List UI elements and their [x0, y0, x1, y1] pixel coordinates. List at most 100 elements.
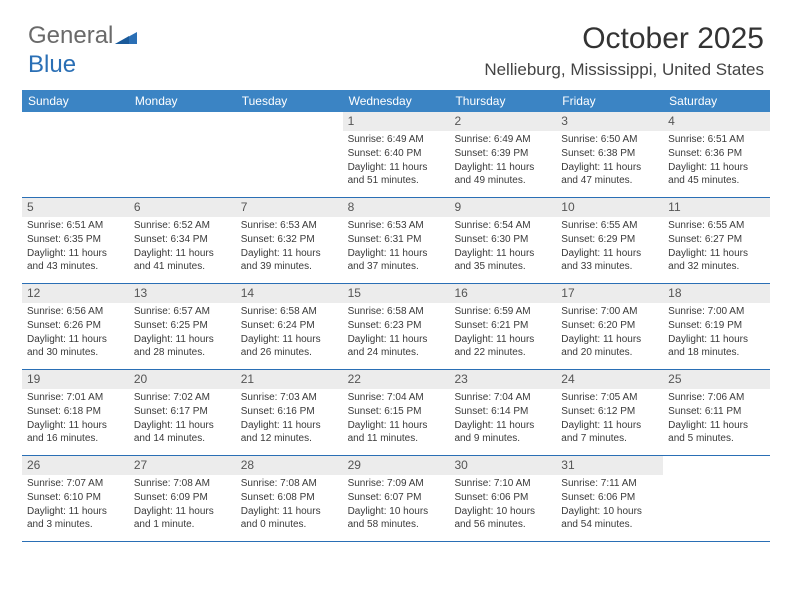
sunrise-text: Sunrise: 6:56 AM — [27, 306, 124, 319]
dayname-header: Thursday — [449, 90, 556, 112]
day-number: 13 — [129, 284, 236, 303]
brand-part2: Blue — [28, 51, 76, 78]
day-number: 6 — [129, 198, 236, 217]
calendar-day-cell: 29Sunrise: 7:09 AMSunset: 6:07 PMDayligh… — [343, 456, 450, 541]
sunset-text: Sunset: 6:29 PM — [561, 234, 658, 247]
daylight-text: Daylight: 11 hours and 49 minutes. — [454, 162, 551, 188]
calendar-day-cell — [22, 112, 129, 197]
daylight-text: Daylight: 11 hours and 47 minutes. — [561, 162, 658, 188]
sunset-text: Sunset: 6:16 PM — [241, 406, 338, 419]
calendar-week-row: 1Sunrise: 6:49 AMSunset: 6:40 PMDaylight… — [22, 112, 770, 198]
calendar-day-cell — [129, 112, 236, 197]
calendar-day-cell: 8Sunrise: 6:53 AMSunset: 6:31 PMDaylight… — [343, 198, 450, 283]
calendar-day-cell: 1Sunrise: 6:49 AMSunset: 6:40 PMDaylight… — [343, 112, 450, 197]
day-number: 23 — [449, 370, 556, 389]
calendar-day-cell — [663, 456, 770, 541]
daylight-text: Daylight: 11 hours and 7 minutes. — [561, 420, 658, 446]
sunrise-text: Sunrise: 6:55 AM — [668, 220, 765, 233]
calendar-day-cell: 15Sunrise: 6:58 AMSunset: 6:23 PMDayligh… — [343, 284, 450, 369]
day-number: 25 — [663, 370, 770, 389]
day-number: 24 — [556, 370, 663, 389]
sunrise-text: Sunrise: 7:09 AM — [348, 478, 445, 491]
calendar-header-row: SundayMondayTuesdayWednesdayThursdayFrid… — [22, 90, 770, 112]
calendar-day-cell: 18Sunrise: 7:00 AMSunset: 6:19 PMDayligh… — [663, 284, 770, 369]
sunrise-text: Sunrise: 7:08 AM — [241, 478, 338, 491]
day-number: 18 — [663, 284, 770, 303]
daylight-text: Daylight: 11 hours and 45 minutes. — [668, 162, 765, 188]
sunset-text: Sunset: 6:17 PM — [134, 406, 231, 419]
daylight-text: Daylight: 11 hours and 0 minutes. — [241, 506, 338, 532]
daylight-text: Daylight: 11 hours and 33 minutes. — [561, 248, 658, 274]
calendar-week-row: 26Sunrise: 7:07 AMSunset: 6:10 PMDayligh… — [22, 456, 770, 542]
sunrise-text: Sunrise: 7:00 AM — [561, 306, 658, 319]
sunset-text: Sunset: 6:12 PM — [561, 406, 658, 419]
sunrise-text: Sunrise: 6:51 AM — [27, 220, 124, 233]
sunrise-text: Sunrise: 6:58 AM — [241, 306, 338, 319]
calendar-day-cell: 3Sunrise: 6:50 AMSunset: 6:38 PMDaylight… — [556, 112, 663, 197]
day-number: 8 — [343, 198, 450, 217]
sunrise-text: Sunrise: 7:04 AM — [348, 392, 445, 405]
brand-part1: General — [28, 22, 113, 49]
daylight-text: Daylight: 11 hours and 3 minutes. — [27, 506, 124, 532]
sunset-text: Sunset: 6:36 PM — [668, 148, 765, 161]
sunset-text: Sunset: 6:07 PM — [348, 492, 445, 505]
day-number: 15 — [343, 284, 450, 303]
calendar-week-row: 5Sunrise: 6:51 AMSunset: 6:35 PMDaylight… — [22, 198, 770, 284]
sunset-text: Sunset: 6:11 PM — [668, 406, 765, 419]
sunset-text: Sunset: 6:25 PM — [134, 320, 231, 333]
sunset-text: Sunset: 6:15 PM — [348, 406, 445, 419]
sunrise-text: Sunrise: 6:54 AM — [454, 220, 551, 233]
sunset-text: Sunset: 6:19 PM — [668, 320, 765, 333]
daylight-text: Daylight: 10 hours and 54 minutes. — [561, 506, 658, 532]
calendar-day-cell: 28Sunrise: 7:08 AMSunset: 6:08 PMDayligh… — [236, 456, 343, 541]
sunrise-text: Sunrise: 6:59 AM — [454, 306, 551, 319]
calendar-day-cell: 9Sunrise: 6:54 AMSunset: 6:30 PMDaylight… — [449, 198, 556, 283]
sunset-text: Sunset: 6:08 PM — [241, 492, 338, 505]
page-title: October 2025 — [582, 22, 764, 56]
daylight-text: Daylight: 11 hours and 28 minutes. — [134, 334, 231, 360]
sunset-text: Sunset: 6:30 PM — [454, 234, 551, 247]
day-number: 30 — [449, 456, 556, 475]
sunset-text: Sunset: 6:18 PM — [27, 406, 124, 419]
sunset-text: Sunset: 6:24 PM — [241, 320, 338, 333]
day-number: 27 — [129, 456, 236, 475]
daylight-text: Daylight: 11 hours and 24 minutes. — [348, 334, 445, 360]
calendar-day-cell — [236, 112, 343, 197]
daylight-text: Daylight: 11 hours and 30 minutes. — [27, 334, 124, 360]
dayname-header: Saturday — [663, 90, 770, 112]
sunrise-text: Sunrise: 6:49 AM — [348, 134, 445, 147]
daylight-text: Daylight: 10 hours and 56 minutes. — [454, 506, 551, 532]
daylight-text: Daylight: 11 hours and 5 minutes. — [668, 420, 765, 446]
sunrise-text: Sunrise: 6:58 AM — [348, 306, 445, 319]
calendar-day-cell: 26Sunrise: 7:07 AMSunset: 6:10 PMDayligh… — [22, 456, 129, 541]
sunset-text: Sunset: 6:27 PM — [668, 234, 765, 247]
calendar-day-cell: 22Sunrise: 7:04 AMSunset: 6:15 PMDayligh… — [343, 370, 450, 455]
logo-triangle-icon — [115, 23, 137, 51]
day-number: 4 — [663, 112, 770, 131]
calendar-day-cell: 11Sunrise: 6:55 AMSunset: 6:27 PMDayligh… — [663, 198, 770, 283]
sunset-text: Sunset: 6:06 PM — [454, 492, 551, 505]
dayname-header: Sunday — [22, 90, 129, 112]
day-number: 5 — [22, 198, 129, 217]
sunrise-text: Sunrise: 7:03 AM — [241, 392, 338, 405]
dayname-header: Monday — [129, 90, 236, 112]
sunset-text: Sunset: 6:31 PM — [348, 234, 445, 247]
calendar-day-cell: 24Sunrise: 7:05 AMSunset: 6:12 PMDayligh… — [556, 370, 663, 455]
sunrise-text: Sunrise: 6:57 AM — [134, 306, 231, 319]
sunrise-text: Sunrise: 6:49 AM — [454, 134, 551, 147]
day-number: 11 — [663, 198, 770, 217]
day-number: 12 — [22, 284, 129, 303]
day-number: 26 — [22, 456, 129, 475]
daylight-text: Daylight: 11 hours and 43 minutes. — [27, 248, 124, 274]
calendar-day-cell: 31Sunrise: 7:11 AMSunset: 6:06 PMDayligh… — [556, 456, 663, 541]
day-number — [663, 456, 770, 475]
day-number — [22, 112, 129, 131]
sunrise-text: Sunrise: 6:53 AM — [348, 220, 445, 233]
day-number: 17 — [556, 284, 663, 303]
day-number: 22 — [343, 370, 450, 389]
sunset-text: Sunset: 6:20 PM — [561, 320, 658, 333]
calendar-day-cell: 17Sunrise: 7:00 AMSunset: 6:20 PMDayligh… — [556, 284, 663, 369]
calendar-day-cell: 21Sunrise: 7:03 AMSunset: 6:16 PMDayligh… — [236, 370, 343, 455]
daylight-text: Daylight: 11 hours and 18 minutes. — [668, 334, 765, 360]
sunrise-text: Sunrise: 7:08 AM — [134, 478, 231, 491]
